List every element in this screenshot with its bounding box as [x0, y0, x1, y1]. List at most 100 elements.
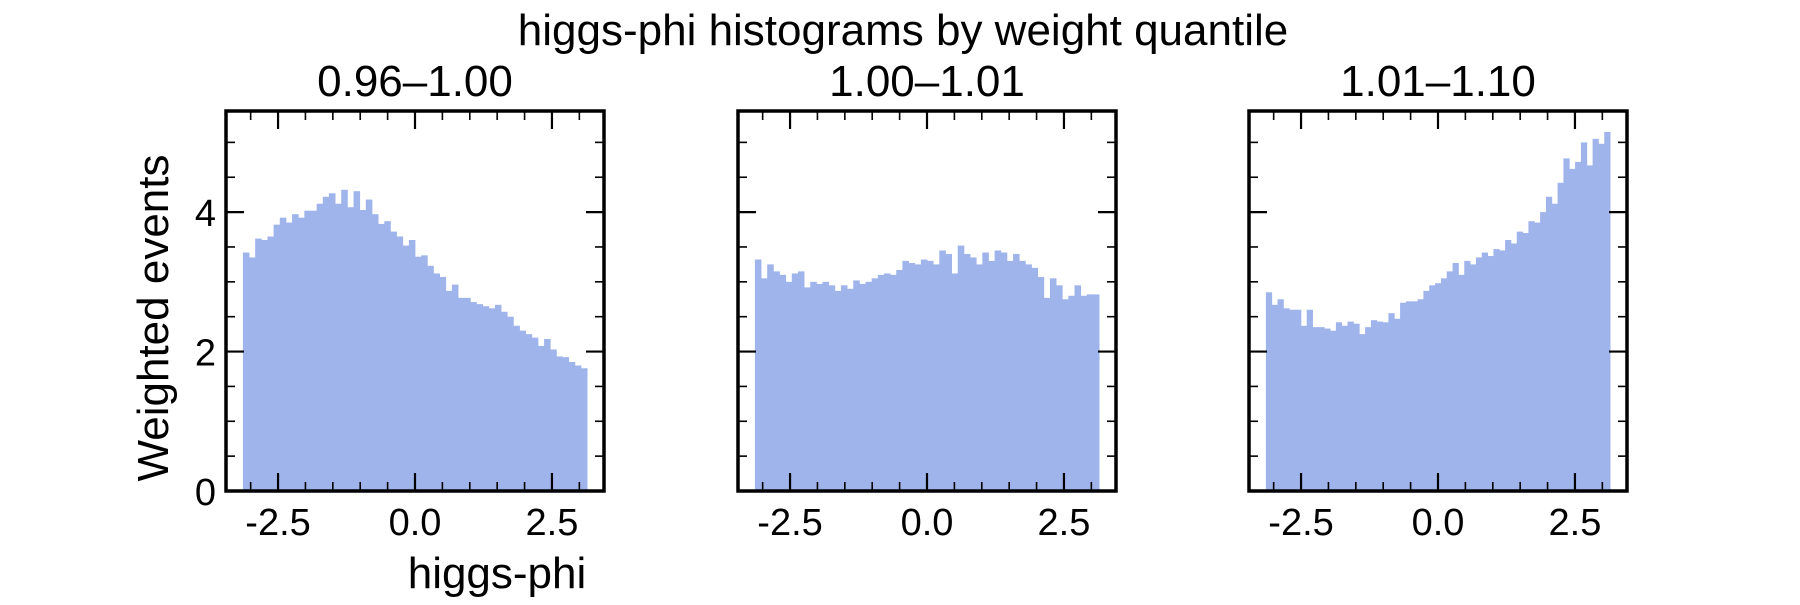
histogram-bar [1376, 321, 1383, 491]
histogram-bar [1586, 165, 1593, 491]
histogram-bar [1056, 285, 1063, 491]
histogram-bar [445, 290, 453, 491]
histogram-bar [1312, 327, 1319, 491]
histogram-bar [847, 288, 854, 491]
histogram-bar [353, 191, 361, 491]
histogram-bar [1086, 294, 1094, 491]
histogram-bar [902, 260, 909, 491]
histogram-bar [525, 334, 533, 491]
x-tick-label: -2.5 [1268, 502, 1333, 544]
histogram-bar [828, 285, 836, 491]
x-axis-label: higgs-phi [408, 549, 587, 598]
histogram-bar [371, 214, 379, 491]
histogram-bar [537, 345, 545, 491]
histogram-bar [767, 264, 774, 491]
histogram-bar [945, 253, 952, 491]
histogram-bar [568, 362, 576, 491]
histogram-bar [1417, 299, 1424, 491]
histogram-bar [550, 349, 557, 491]
histogram-bar [298, 217, 305, 491]
histogram-bar [322, 196, 330, 491]
histogram-bar [488, 308, 496, 491]
x-tick-label: 2.5 [526, 502, 579, 544]
histogram-bar [513, 325, 520, 491]
histogram-bar [421, 255, 428, 491]
histogram-bar [1006, 260, 1014, 491]
histogram-bar [1464, 260, 1471, 491]
histogram-bar [1446, 271, 1453, 491]
histogram-bar [1505, 239, 1512, 491]
histogram-bar [341, 189, 348, 492]
panel-2: 1.00–1.01 -2.5 0.0 2.5 [736, 57, 1118, 544]
histogram-bar [1324, 328, 1331, 491]
histogram-bar [754, 259, 762, 491]
x-tick-label: 2.5 [1549, 502, 1602, 544]
histogram-bar [785, 281, 793, 491]
histogram-bar [1400, 302, 1407, 491]
histogram-bar [439, 276, 447, 491]
histogram-bar [1411, 301, 1418, 491]
histogram-bar [1510, 243, 1518, 491]
histogram-bar [1283, 308, 1290, 491]
histogram-bar [544, 339, 551, 491]
y-axis-label: Weighted events [129, 155, 178, 482]
histogram-bar [402, 245, 410, 491]
histogram-bar [797, 271, 805, 491]
histogram-bar [1080, 295, 1088, 491]
histogram-bar [1043, 297, 1051, 491]
histogram-bar [1435, 283, 1442, 491]
histogram-bar [1359, 334, 1366, 491]
histogram-bar [1470, 264, 1477, 491]
histogram-bar [810, 281, 817, 491]
histogram-bar [451, 284, 459, 491]
x-tick-label: 0.0 [389, 502, 442, 544]
histogram-bar [310, 210, 318, 491]
histogram-bar [963, 253, 971, 491]
histogram-bar [1074, 285, 1082, 491]
histogram-bar [1347, 321, 1354, 491]
histogram-bar [779, 274, 787, 491]
histogram-bar [1516, 231, 1523, 491]
histogram-bar [304, 210, 311, 491]
y-tick-label: 2 [195, 333, 216, 375]
histogram-bar [1440, 278, 1448, 491]
histogram-bar [988, 260, 996, 491]
histogram-bar [890, 274, 897, 491]
histogram-bar [970, 257, 977, 491]
histogram-bar [267, 236, 275, 491]
histogram-bar [1481, 252, 1488, 491]
histogram-bar [1013, 253, 1020, 491]
histogram-bar [871, 278, 879, 491]
histogram-bar [877, 274, 885, 491]
x-tick-label: 0.0 [1412, 502, 1465, 544]
histogram-bar [292, 214, 299, 491]
histogram-bar [1335, 322, 1343, 491]
histogram-bar [920, 259, 928, 491]
histogram-bar [939, 250, 946, 491]
x-tick-label: -2.5 [245, 502, 310, 544]
histogram-bar [359, 210, 367, 491]
histogram-bar [1604, 131, 1611, 492]
histogram-bar [1522, 233, 1529, 491]
histogram-bar [1037, 276, 1045, 491]
histogram-bar [1365, 327, 1372, 491]
histogram-bar [285, 222, 293, 491]
histogram-bar [408, 239, 416, 491]
x-tick-label: -2.5 [757, 502, 822, 544]
histogram-bar [1271, 304, 1278, 491]
histogram-bar [1598, 143, 1605, 491]
histogram-bar [773, 271, 780, 491]
histogram-bar [1569, 168, 1576, 491]
histogram-bar [1370, 320, 1378, 491]
panel-title: 1.01–1.10 [1340, 57, 1536, 106]
histogram-bar [458, 297, 465, 491]
histogram-bar [556, 356, 563, 491]
histogram-bar [1540, 212, 1547, 491]
histogram-bar [1019, 260, 1026, 491]
histogram-bar [255, 238, 262, 491]
y-tick-label: 0 [195, 472, 216, 514]
figure-suptitle: higgs-phi histograms by weight quantile [518, 6, 1288, 55]
histogram-bar [494, 304, 502, 491]
